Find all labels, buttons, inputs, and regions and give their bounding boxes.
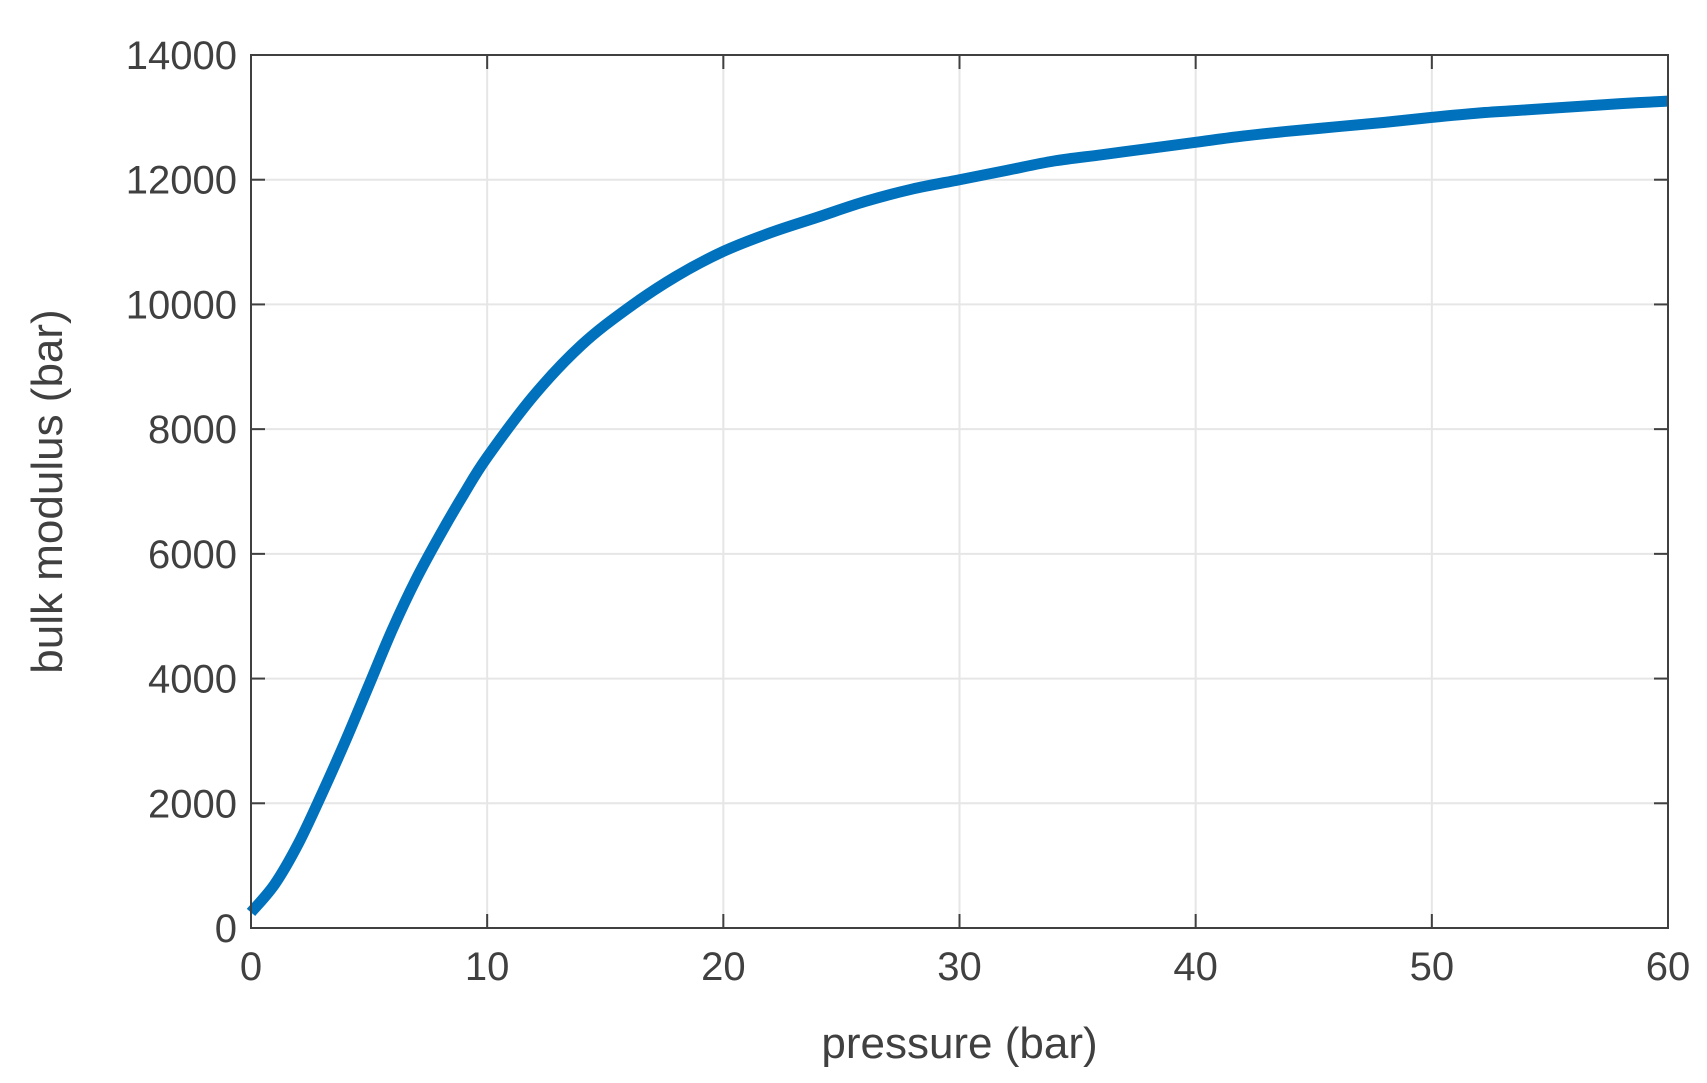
x-tick-label: 30 xyxy=(937,945,982,989)
y-axis-title: bulk modulus (bar) xyxy=(23,309,72,673)
y-tick-label: 6000 xyxy=(148,533,237,577)
ticks xyxy=(250,54,1669,929)
x-tick-label: 10 xyxy=(465,945,510,989)
y-tick-label: 14000 xyxy=(126,34,237,78)
tick-labels: 0 10 20 30 40 50 60 0 2000 4000 6000 8000 10000 12000… xyxy=(126,34,1690,989)
x-tick-label: 50 xyxy=(1410,945,1455,989)
x-tick-label: 60 xyxy=(1646,945,1691,989)
x-tick-label: 0 xyxy=(240,945,262,989)
x-tick-label: 40 xyxy=(1173,945,1218,989)
y-tick-label: 8000 xyxy=(148,408,237,452)
series-layer xyxy=(246,95,1669,917)
y-tick-label: 10000 xyxy=(126,283,237,327)
grid xyxy=(251,55,1668,928)
series-line xyxy=(246,95,1669,917)
y-tick-label: 12000 xyxy=(126,159,237,203)
x-axis-title: pressure (bar) xyxy=(821,1019,1097,1068)
y-tick-label: 4000 xyxy=(148,658,237,702)
x-tick-label: 20 xyxy=(701,945,746,989)
y-tick-label: 2000 xyxy=(148,782,237,826)
y-tick-label: 0 xyxy=(215,907,237,951)
